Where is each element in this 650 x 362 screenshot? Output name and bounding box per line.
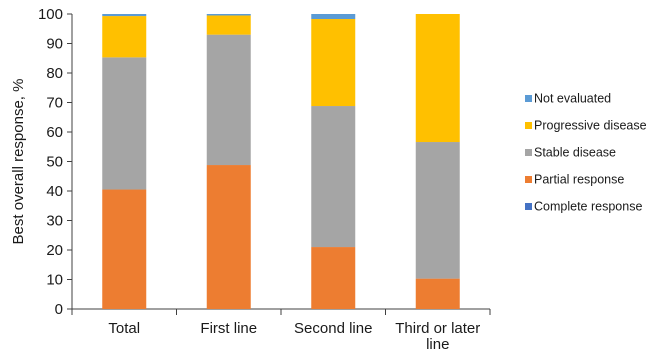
y-tick-label: 10 bbox=[46, 272, 63, 289]
legend-label: Partial response bbox=[534, 173, 624, 187]
legend-label: Complete response bbox=[534, 200, 642, 214]
legend-swatch bbox=[525, 149, 532, 156]
bar-segment-partial-response bbox=[311, 247, 356, 309]
y-tick-label: 50 bbox=[46, 154, 63, 171]
bar-segment-progressive-disease bbox=[102, 16, 147, 58]
y-tick-label: 90 bbox=[46, 36, 63, 53]
y-tick-label: 70 bbox=[46, 95, 63, 112]
y-tick-label: 40 bbox=[46, 183, 63, 200]
bar-segment-progressive-disease bbox=[311, 19, 356, 107]
bar-segment-partial-response bbox=[206, 165, 251, 309]
legend-swatch bbox=[525, 95, 532, 102]
bar-segment-not-evaluated bbox=[102, 14, 147, 17]
legend-swatch bbox=[525, 122, 532, 129]
y-tick-label: 0 bbox=[55, 301, 63, 318]
bar-segment-stable-disease bbox=[311, 106, 356, 248]
bar-segment-stable-disease bbox=[102, 57, 147, 190]
legend-label: Not evaluated bbox=[534, 92, 611, 106]
legend-label: Progressive disease bbox=[534, 119, 647, 133]
legend-label: Stable disease bbox=[534, 146, 616, 160]
bar-segment-partial-response bbox=[102, 189, 147, 309]
y-tick-label: 30 bbox=[46, 213, 63, 230]
bars bbox=[102, 14, 460, 309]
y-tick-label: 60 bbox=[46, 124, 63, 141]
legend-swatch bbox=[525, 203, 532, 210]
x-category-label: line bbox=[426, 336, 449, 353]
bar-segment-not-evaluated bbox=[311, 14, 356, 20]
bar-segment-stable-disease bbox=[415, 142, 460, 279]
x-category-label: Second line bbox=[294, 320, 372, 337]
x-axis: Total First line Second line Third or later… bbox=[71, 308, 491, 353]
y-axis-label-group: Best overall response, % bbox=[10, 79, 27, 245]
legend: Not evaluated Progressive disease Stable d… bbox=[525, 92, 647, 214]
bar-segment-not-evaluated bbox=[206, 14, 251, 16]
y-axis-title: Best overall response, % bbox=[10, 79, 27, 245]
bar-segment-progressive-disease bbox=[415, 14, 460, 143]
y-tick-label: 80 bbox=[46, 65, 63, 82]
x-category-label: Third or later bbox=[395, 320, 480, 337]
bar-segment-stable-disease bbox=[206, 34, 251, 166]
x-category-label: Total bbox=[108, 320, 140, 337]
x-category-label: First line bbox=[200, 320, 257, 337]
y-tick-label: 100 bbox=[38, 6, 63, 23]
y-axis: 0 10 20 30 40 50 60 70 80 90 100 bbox=[38, 6, 73, 318]
bar-segment-partial-response bbox=[415, 278, 460, 309]
legend-swatch bbox=[525, 176, 532, 183]
bar-segment-progressive-disease bbox=[206, 15, 251, 35]
y-tick-label: 20 bbox=[46, 242, 63, 259]
